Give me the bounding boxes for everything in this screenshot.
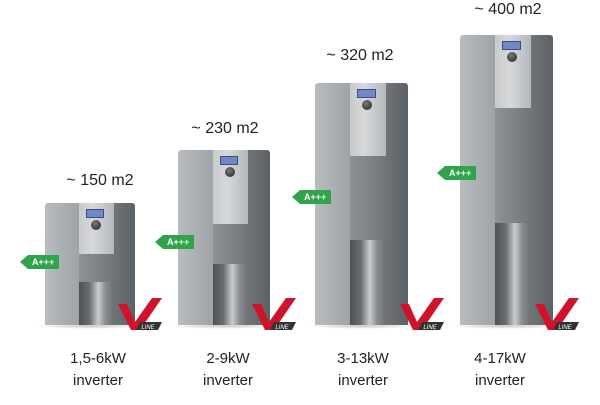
unit-type: inverter (474, 372, 526, 389)
display-screen (86, 209, 104, 218)
unit-front-panel (350, 83, 408, 325)
unit-shadow (305, 323, 418, 329)
unit-front-panel (495, 35, 553, 325)
unit-front-panel (212, 150, 270, 325)
unit-type: inverter (72, 372, 124, 389)
energy-label-tag: A+++ (155, 235, 195, 249)
power-range: 3-13kW (337, 350, 389, 367)
control-panel (79, 203, 114, 254)
control-knob (90, 220, 101, 230)
control-panel (495, 35, 532, 108)
svg-text:LINE: LINE (423, 325, 437, 330)
energy-label-tag: A+++ (292, 190, 332, 204)
v-line-logo: LINE (535, 298, 579, 330)
control-knob (362, 100, 373, 110)
front-opening (212, 264, 249, 325)
display-screen (220, 156, 238, 165)
power-range: 1,5-6kW (70, 350, 126, 367)
unit-shadow (35, 323, 145, 329)
svg-text:LINE: LINE (141, 325, 155, 330)
unit-spec: 2-9kW inverter (168, 348, 288, 392)
unit-type: inverter (202, 372, 254, 389)
heat-pump-image (460, 35, 553, 325)
front-opening (495, 223, 532, 325)
heated-area-label: ~ 400 m2 (474, 1, 542, 18)
heat-pump-image (315, 83, 408, 325)
unit-spec: 1,5-6kW inverter (38, 348, 158, 392)
heat-pump-image (45, 203, 135, 325)
heated-area-label: ~ 320 m2 (326, 47, 394, 64)
v-line-logo: LINE (118, 298, 162, 330)
v-line-logo: LINE (252, 298, 296, 330)
unit-shadow (450, 323, 563, 329)
unit-spec: 4-17kW inverter (440, 348, 560, 392)
control-knob (507, 52, 518, 62)
energy-label-tag: A+++ (437, 166, 477, 180)
heated-area-label: ~ 230 m2 (191, 120, 259, 137)
power-range: 4-17kW (474, 350, 526, 367)
display-screen (502, 41, 521, 50)
control-panel (350, 83, 387, 156)
control-panel (212, 150, 249, 224)
display-screen (357, 89, 376, 98)
energy-label-tag: A+++ (20, 255, 60, 269)
front-opening (79, 282, 114, 325)
svg-text:LINE: LINE (275, 325, 289, 330)
unit-front-panel (79, 203, 135, 325)
v-line-logo: LINE (400, 298, 444, 330)
unit-type: inverter (337, 372, 389, 389)
unit-shadow (168, 323, 280, 329)
front-opening (350, 240, 387, 325)
unit-spec: 3-13kW inverter (303, 348, 423, 392)
svg-text:LINE: LINE (558, 325, 572, 330)
unit-side-panel (315, 83, 351, 325)
control-knob (224, 167, 235, 177)
power-range: 2-9kW (206, 350, 250, 367)
heated-area-label: ~ 150 m2 (66, 172, 134, 189)
unit-side-panel (460, 35, 496, 325)
